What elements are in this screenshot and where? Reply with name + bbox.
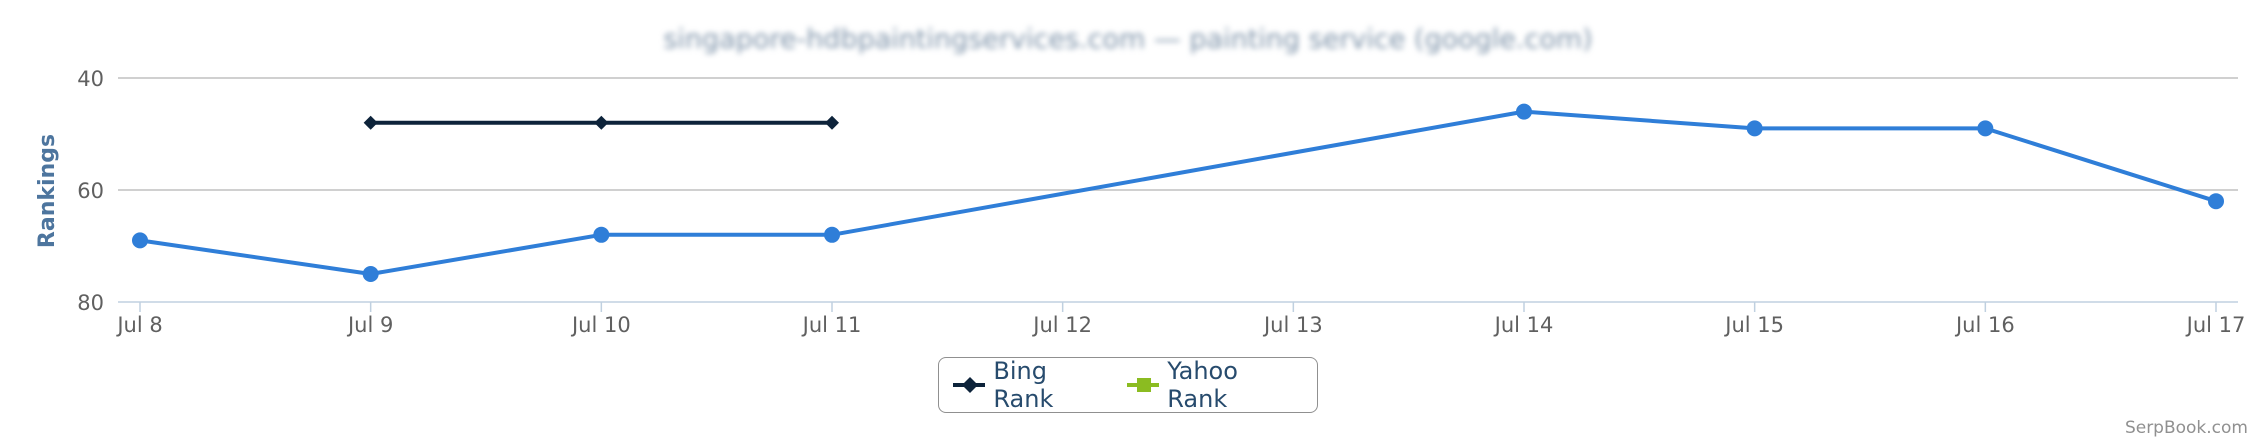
legend-item-bing[interactable]: Bing Rank xyxy=(953,357,1109,413)
x-tick-label: Jul 13 xyxy=(1262,313,1323,337)
legend-label-bing: Bing Rank xyxy=(993,357,1054,413)
y-tick-label: 80 xyxy=(77,291,104,315)
google-rank-point xyxy=(1746,120,1763,137)
x-tick-label: Jul 9 xyxy=(346,313,393,337)
y-tick-label: 40 xyxy=(77,67,104,91)
bing-rank-point xyxy=(825,115,839,130)
google-rank-point xyxy=(2208,193,2224,210)
series-layer xyxy=(132,103,2224,282)
google-rank-point xyxy=(824,226,840,243)
y-tick-label: 60 xyxy=(77,179,104,203)
chart-title: singapore-hdbpaintingservices.com — pain… xyxy=(663,24,1592,55)
bing-rank-point xyxy=(594,115,609,130)
legend: Bing Rank Yahoo Rank xyxy=(938,357,1318,413)
credit-link[interactable]: SerpBook.com xyxy=(2124,418,2248,438)
x-tick-label: Jul 17 xyxy=(2185,313,2246,337)
yahoo-legend-symbol xyxy=(1126,378,1160,392)
google-rank-point xyxy=(1977,120,1994,137)
x-axis: Jul 8 Jul 9 Jul 10 Jul 11 Jul 12 Jul 13 Jul 14… xyxy=(115,302,2245,337)
bing-rank-point xyxy=(363,115,378,130)
bing-legend-symbol xyxy=(953,377,986,393)
google-rank-point xyxy=(132,232,148,249)
x-tick-label: Jul 15 xyxy=(1723,313,1784,337)
x-tick-label: Jul 12 xyxy=(1031,313,1092,337)
x-tick-label: Jul 11 xyxy=(801,313,862,337)
y-axis-label: Rankings xyxy=(35,134,60,248)
legend-item-yahoo[interactable]: Yahoo Rank xyxy=(1126,357,1299,413)
legend-label-yahoo: Yahoo Rank xyxy=(1167,357,1238,413)
x-tick-label: Jul 14 xyxy=(1493,313,1554,337)
grid-lines xyxy=(118,77,2238,303)
x-tick-label: Jul 8 xyxy=(115,313,162,337)
x-tick-label: Jul 16 xyxy=(1954,313,2015,337)
x-tick-label: Jul 10 xyxy=(570,313,631,337)
google-rank-line xyxy=(139,109,2217,276)
y-axis: 40 60 80 xyxy=(77,67,104,315)
google-rank-point xyxy=(362,266,379,282)
google-rank-point xyxy=(1516,103,1532,120)
google-rank-point xyxy=(593,226,610,243)
